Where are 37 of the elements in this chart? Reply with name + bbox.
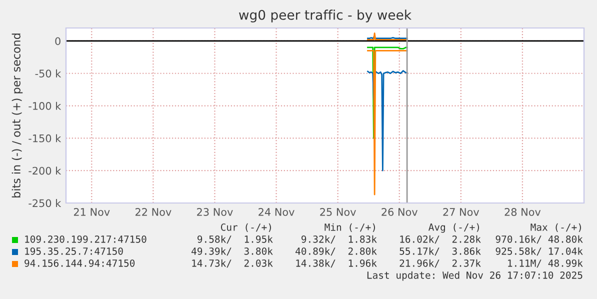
- y-tick-label: -200 k: [28, 166, 62, 175]
- text: 21.96k/ 2.37k: [400, 259, 481, 268]
- text: Cur (-/+): [220, 223, 271, 232]
- text: Last update: Wed Nov 26 17:07:10 2025: [367, 271, 582, 281]
- legend-label: 94.156.144.94:47150: [24, 259, 135, 267]
- text: Avg (-/+): [428, 223, 479, 233]
- y-tick-label: -250 k: [28, 199, 62, 208]
- x-tick-label: 21 Nov: [74, 208, 110, 216]
- chart-title: wg0 peer traffic - by week: [239, 10, 412, 22]
- text: 40.89k/ 2.80k: [296, 247, 377, 256]
- text: Min (-/+): [324, 223, 375, 232]
- text: 9.58k/ 1.95k: [198, 235, 273, 244]
- text: 14.38k/ 1.96k: [296, 259, 377, 268]
- y-tick-label: -100 k: [28, 102, 62, 110]
- y-axis-title: bits in (-) / out (+) per second: [12, 34, 23, 198]
- x-tick-label: 26 Nov: [382, 208, 418, 216]
- text: 9.32k/ 1.83k: [302, 235, 377, 244]
- text: 16.02k/ 2.28k: [400, 235, 481, 244]
- text: 1.11M/ 48.99k: [508, 259, 583, 268]
- text: 925.58k/ 17.04k: [496, 247, 583, 256]
- legend-label: 109.230.199.217:47150: [25, 235, 146, 243]
- x-tick-label: 27 Nov: [443, 208, 480, 216]
- y-tick-label: -150 k: [28, 134, 62, 142]
- line-series: [367, 70, 408, 172]
- x-tick-label: 28 Nov: [504, 208, 541, 216]
- text: Max (-/+): [530, 223, 581, 232]
- x-tick-label: 25 Nov: [320, 208, 356, 216]
- y-tick-label: -50 k: [35, 69, 62, 78]
- text: 55.17k/ 3.86k: [400, 247, 481, 256]
- text: 14.73k/ 2.03k: [192, 259, 273, 268]
- text: 970.16k/ 48.80k: [496, 235, 583, 244]
- legend-label: 195.35.25.7:47150: [25, 247, 123, 255]
- x-tick-label: 23 Nov: [197, 208, 233, 216]
- text: 49.39k/ 3.80k: [192, 247, 273, 256]
- y-tick-label: 0: [55, 37, 60, 46]
- x-tick-label: 22 Nov: [136, 208, 172, 216]
- x-tick-label: 24 Nov: [258, 208, 294, 216]
